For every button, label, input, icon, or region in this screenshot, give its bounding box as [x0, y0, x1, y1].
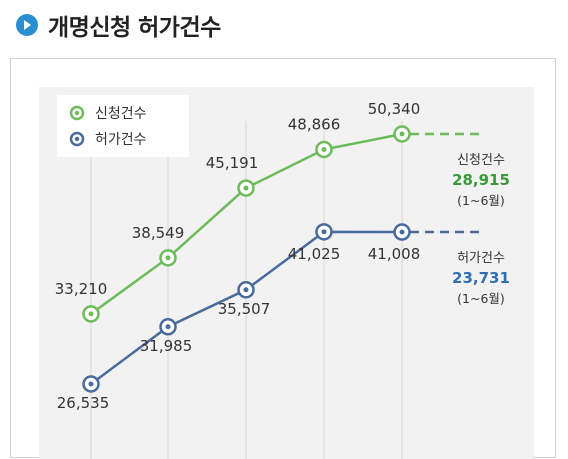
- data-point-dot-2-4: [321, 229, 327, 235]
- legend-box: [57, 95, 189, 157]
- data-point-dot-1-4: [321, 146, 327, 152]
- legend-label-2: 허가건수: [95, 132, 147, 148]
- projection-value-2: 23,731: [452, 269, 510, 287]
- projection-title-2: 허가건수: [457, 251, 505, 266]
- legend-marker-dot-1: [74, 110, 80, 116]
- data-label-1-2: 38,549: [132, 224, 185, 242]
- projection-value-1: 28,915: [452, 171, 510, 189]
- data-point-dot-2-1: [88, 381, 94, 387]
- chart-frame: 신청건수 허가건수 33,210 38,549 45,191 48,866 50,340 26…: [10, 58, 556, 459]
- line-chart: 신청건수허가건수33,21038,54945,19148,86650,34026…: [39, 87, 534, 459]
- data-label-2-5: 41,008: [368, 245, 421, 263]
- page-title: 개명신청 허가건수: [48, 15, 221, 41]
- data-point-dot-1-2: [165, 255, 171, 261]
- data-label-1-5: 50,340: [368, 100, 421, 118]
- data-point-dot-1-3: [243, 185, 249, 191]
- play-circle-icon: [16, 14, 38, 36]
- data-label-1-1: 33,210: [55, 280, 108, 298]
- legend-marker-dot-2: [74, 136, 80, 142]
- data-point-dot-2-2: [165, 324, 171, 330]
- data-label-2-2: 31,985: [140, 337, 193, 355]
- data-label-1-4: 48,866: [288, 115, 341, 133]
- data-label-2-3: 35,507: [218, 300, 271, 318]
- data-point-dot-2-3: [243, 287, 249, 293]
- projection-period-1: (1~6월): [457, 193, 505, 208]
- legend-label-1: 신청건수: [95, 106, 147, 122]
- chart-header: 개명신청 허가건수: [16, 8, 221, 42]
- data-point-dot-2-5: [399, 229, 405, 235]
- data-point-dot-1-5: [399, 131, 405, 137]
- data-label-2-1: 26,535: [57, 394, 110, 412]
- projection-title-1: 신청건수: [457, 153, 505, 168]
- data-point-dot-1-1: [88, 311, 94, 317]
- data-label-2-4: 41,025: [288, 245, 341, 263]
- projection-period-2: (1~6월): [457, 291, 505, 306]
- data-label-1-3: 45,191: [206, 154, 259, 172]
